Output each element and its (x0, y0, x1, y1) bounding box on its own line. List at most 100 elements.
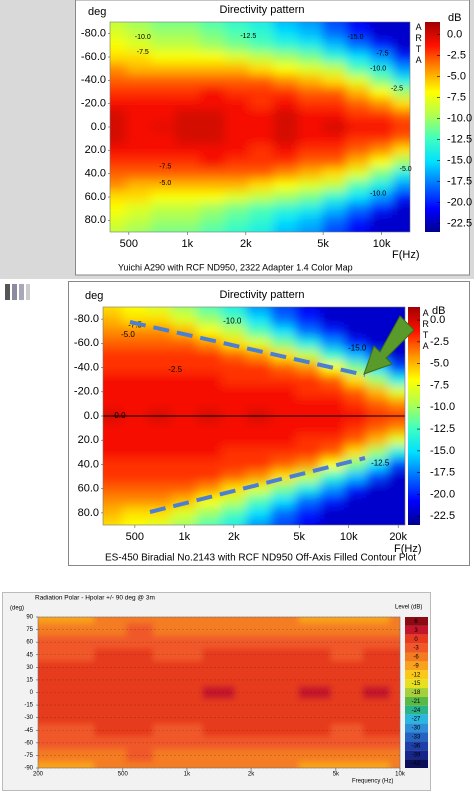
heat-cell (38, 673, 58, 687)
heat-cell (221, 458, 247, 471)
colorbar (425, 22, 440, 232)
heat-cell (392, 144, 410, 157)
heat-cell (366, 307, 389, 314)
heat-cell (295, 385, 321, 399)
heat-cell (150, 121, 176, 134)
heat-cell (330, 698, 364, 712)
heat-cell (176, 623, 203, 637)
heat-cell (362, 749, 391, 763)
chart-title: Radiation Polar - Hpolar +/- 90 deg @ 3m (35, 595, 155, 602)
heat-cell (320, 434, 345, 447)
heat-cell (249, 179, 274, 192)
y-tick-label: -15 (24, 703, 33, 709)
heat-cell (392, 27, 410, 40)
colorbar-label: -9 (413, 663, 419, 669)
heat-cell (389, 711, 400, 725)
heat-cell (370, 202, 394, 215)
colorbar-band (405, 679, 428, 689)
heat-cell (224, 62, 250, 75)
contour-label: -5.0 (159, 180, 171, 187)
heat-cell (122, 458, 148, 471)
heat-cell (295, 482, 321, 496)
contour-label: -10.0 (370, 66, 386, 73)
heat-cell (249, 226, 274, 232)
heat-cell (196, 325, 222, 338)
y-tick-label: -75 (24, 753, 33, 759)
heat-cell (346, 179, 371, 192)
heat-cell (330, 661, 364, 675)
chart: -80.0 -60.0 -40.0 -20.0 0.0 20.0 40.0 60.0 80.0 5… (81, 4, 472, 272)
y-tick-label: 60.0 (78, 483, 99, 495)
x-tick-label: 500 (126, 531, 144, 543)
heat-cell (150, 202, 176, 215)
heat-cell (344, 385, 368, 399)
x-tick-label: 2k (248, 772, 255, 778)
heat-cell (196, 349, 222, 362)
heat-cell (346, 132, 371, 145)
heat-cell (330, 736, 364, 750)
heat-cell (122, 422, 148, 435)
heat-cell (171, 361, 197, 375)
heat-cell (126, 686, 154, 700)
heat-cell (103, 385, 123, 399)
heat-cell (171, 385, 197, 399)
heat-cell (330, 761, 364, 768)
heat-cell (344, 349, 368, 362)
heat-cell (249, 74, 274, 87)
heat-cell (171, 506, 197, 520)
heat-cell (221, 470, 247, 484)
heat-cell (297, 109, 323, 122)
heat-cell (199, 144, 226, 157)
y-tick-label: -40.0 (74, 361, 99, 373)
colorbar-label: -20.0 (447, 197, 472, 209)
heat-cell (297, 62, 323, 75)
heat-cell (56, 761, 95, 768)
heat-cell (202, 648, 236, 662)
heat-cell (273, 156, 299, 169)
heat-cell (221, 434, 247, 447)
heat-cell (103, 307, 123, 314)
heat-cell (94, 711, 127, 725)
heat-cell (249, 144, 274, 157)
heat-cell (202, 686, 236, 700)
heat-cell (366, 506, 389, 520)
heat-cell (392, 156, 410, 169)
heat-cell (196, 518, 222, 525)
heat-cell (122, 373, 148, 387)
y-axis-label: deg (85, 290, 103, 302)
colorbar-label: -6 (413, 655, 419, 661)
heat-cell (103, 470, 123, 484)
dashed-guide (129, 320, 366, 377)
heat-cell (346, 22, 371, 29)
heat-cell (270, 506, 296, 520)
heat-cell (387, 385, 405, 399)
heat-cell (366, 385, 389, 399)
heat-cell (150, 27, 176, 40)
heat-cell (103, 434, 123, 447)
heat-cell (297, 27, 323, 40)
heat-cell (366, 313, 389, 326)
heat-cell (245, 349, 272, 362)
heat-cell (171, 373, 197, 387)
cells (38, 617, 400, 768)
colorbar-label: -5.0 (430, 358, 449, 370)
heat-cell (297, 121, 323, 134)
colorbar-label: -39 (412, 752, 421, 758)
heat-cell (330, 635, 364, 649)
heat-cell (273, 62, 299, 75)
heat-cell (266, 635, 300, 649)
contour-label: -7.5 (137, 49, 149, 56)
y-tick-label: -60.0 (74, 337, 99, 349)
heat-cell (175, 144, 201, 157)
heat-cell (202, 749, 236, 763)
heat-cell (346, 202, 371, 215)
heat-cell (122, 325, 148, 338)
heat-cell (146, 361, 173, 375)
heat-cell (175, 226, 201, 232)
heat-cell (56, 723, 95, 738)
heat-cell (199, 167, 226, 180)
heat-cell (202, 698, 236, 712)
y-tick-label: 20.0 (78, 434, 99, 446)
heat-cell (126, 648, 154, 662)
heat-cell (199, 226, 226, 232)
